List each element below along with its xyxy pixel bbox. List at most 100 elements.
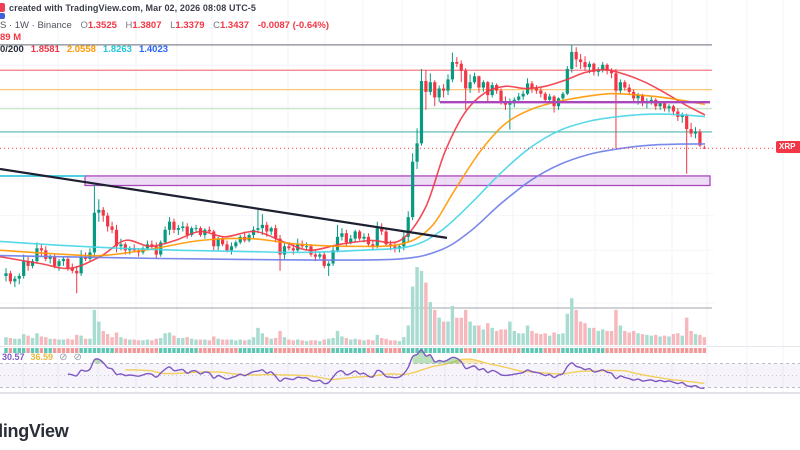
trend-strip-tick (574, 348, 578, 353)
volume-bar (220, 339, 225, 345)
candle-body (123, 244, 127, 251)
trend-strip-tick (61, 348, 66, 353)
candle-body (503, 102, 508, 105)
candle-body (8, 273, 13, 282)
disabled-circle-icon[interactable]: ⊘ (73, 352, 82, 363)
volume-bar (614, 309, 618, 345)
price-axis[interactable]: 0 (3.6603)0.236 (2.8640)0.382 (2.3713)0.… (714, 0, 800, 393)
volume-bar (689, 330, 693, 345)
candle-body (689, 129, 693, 134)
trend-strip-tick (13, 348, 17, 353)
volume-bar (30, 337, 35, 345)
trend-strip-tick (282, 348, 287, 353)
trend-strip-tick (415, 348, 419, 353)
volume-bar (508, 321, 512, 345)
candle-body (574, 51, 578, 60)
volume-legend-row[interactable]: 89 M (0, 32, 21, 43)
candle-body (693, 131, 698, 134)
trend-strip-tick (26, 348, 30, 353)
candle-body (592, 63, 596, 72)
volume-bar (83, 338, 88, 345)
rsi-overbought-fill (94, 359, 104, 364)
candle-body (565, 68, 569, 94)
candle-body (521, 93, 525, 97)
volume-bar (26, 335, 30, 345)
trend-strip-tick (428, 348, 433, 353)
trend-strip-tick (494, 348, 499, 353)
candle-body (247, 235, 251, 241)
candle-body (216, 238, 220, 247)
tradingview-logo[interactable]: TradingView (0, 421, 69, 441)
volume-bar (415, 267, 419, 345)
rsi-legend-row[interactable]: 30.57 36.59 ⊘ ⊘ (2, 352, 88, 363)
volume-bar (583, 323, 587, 345)
trend-strip-tick (512, 348, 516, 353)
volume-bar (605, 330, 609, 345)
volume-bar (189, 338, 194, 345)
trend-strip-tick (128, 348, 132, 353)
trend-strip-tick (671, 348, 676, 353)
volume-bar (667, 336, 671, 345)
trend-strip-tick (463, 348, 468, 353)
trend-strip-tick (693, 348, 698, 353)
volume-bar (141, 340, 145, 345)
volume-bar (203, 339, 207, 345)
candle-body (75, 270, 79, 274)
candle-body (344, 233, 348, 243)
trend-strip-tick (689, 348, 693, 353)
volume-bar (309, 340, 313, 345)
volume-bar (375, 334, 379, 345)
candle-body (539, 90, 543, 94)
trend-strip-tick (238, 348, 242, 353)
time-axis[interactable]: MarMayJulSepNov2024MarMayJulSepNov2025Ma… (0, 393, 800, 413)
candle-body (101, 209, 105, 216)
trend-strip-tick (490, 348, 494, 353)
volume-bar (631, 330, 636, 345)
trend-strip-tick (503, 348, 508, 353)
volume-bar (366, 339, 371, 345)
trend-strip-tick (318, 348, 322, 353)
volume-bar (662, 335, 667, 345)
candle-body (260, 224, 264, 229)
volume-bar (340, 336, 344, 345)
volume-bar (410, 286, 415, 345)
trend-strip-tick (101, 348, 105, 353)
trend-strip-tick (570, 348, 574, 353)
volume-bar (260, 333, 265, 345)
symbol-legend-row[interactable]: S · 1W · Binance O1.3525 H1.3807 L1.3379… (0, 20, 329, 31)
candle-body (508, 103, 512, 105)
disabled-circle-icon[interactable]: ⊘ (59, 352, 68, 363)
candle-body (609, 70, 614, 74)
volume-bar (450, 306, 455, 345)
candle-body (251, 229, 256, 236)
candle-body (269, 228, 273, 232)
trend-strip-tick (194, 348, 198, 353)
volume-bar (269, 338, 273, 345)
volume-bar (79, 335, 83, 345)
volume-bar (344, 337, 349, 345)
trend-strip-tick (344, 348, 349, 353)
volume-bar (578, 321, 583, 345)
volume-bar (150, 340, 154, 345)
ma-legend-row[interactable]: 0/200 1.8581 2.0558 1.8263 1.4023 (0, 44, 182, 55)
candle-body (486, 82, 490, 96)
trend-strip-tick (83, 348, 88, 353)
candle-body (658, 103, 662, 107)
candle-body (450, 62, 455, 80)
volume-bar (592, 327, 596, 345)
candle-body (472, 76, 477, 83)
volume-bar (119, 337, 123, 345)
candle-body (596, 69, 600, 72)
trend-strip-tick (375, 348, 379, 353)
candle-body (587, 63, 592, 68)
trend-strip-tick (212, 348, 216, 353)
volume-bar (273, 337, 278, 345)
volume-bar (92, 309, 97, 345)
rsi-value: 30.57 (2, 352, 25, 362)
trend-strip-tick (331, 348, 335, 353)
trend-strip-tick (92, 348, 97, 353)
volume-bar (61, 339, 66, 345)
volume-bar (265, 337, 269, 345)
trend-strip-tick (543, 348, 547, 353)
